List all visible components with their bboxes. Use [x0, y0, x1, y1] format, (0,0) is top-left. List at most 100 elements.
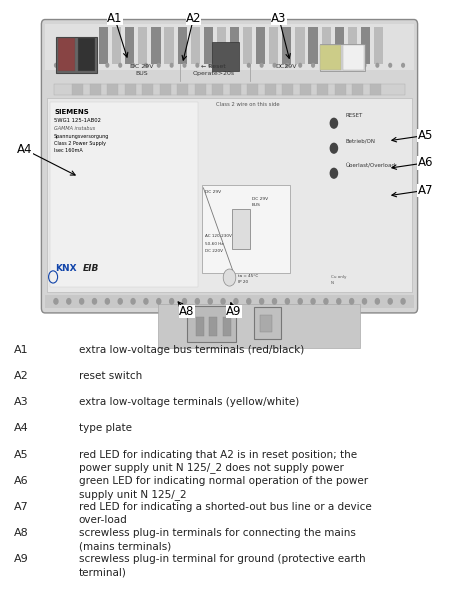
Bar [45, 24, 414, 70]
Circle shape [132, 63, 135, 67]
Text: GAMMA instabus: GAMMA instabus [54, 126, 95, 131]
Bar [58, 38, 75, 71]
Bar [125, 84, 136, 95]
Circle shape [170, 298, 174, 304]
Text: Spannungsversorgung: Spannungsversorgung [54, 134, 109, 139]
Circle shape [234, 298, 238, 304]
Bar [265, 84, 276, 95]
Bar [254, 307, 281, 339]
Bar [56, 37, 97, 73]
Bar [187, 306, 236, 342]
Circle shape [260, 298, 264, 304]
Text: red LED for indicating that A2 is in reset position; the: red LED for indicating that A2 is in res… [79, 450, 357, 459]
Bar [125, 27, 135, 64]
Circle shape [158, 63, 160, 67]
Text: 5WG1 125-1AB02: 5WG1 125-1AB02 [54, 118, 101, 123]
Circle shape [68, 63, 70, 67]
Text: A3: A3 [271, 12, 287, 25]
Circle shape [402, 63, 405, 67]
Text: screwless plug-in terminals for connecting the mains: screwless plug-in terminals for connecti… [79, 528, 356, 538]
Circle shape [131, 298, 135, 304]
Bar [209, 317, 217, 336]
Bar [348, 27, 357, 64]
Text: (mains terminals): (mains terminals) [79, 541, 171, 551]
Bar [47, 98, 412, 292]
Text: A6: A6 [14, 476, 28, 486]
Bar [247, 84, 258, 95]
Text: A2: A2 [186, 12, 201, 25]
Circle shape [363, 63, 366, 67]
Text: power supply unit N 125/_2 does not supply power: power supply unit N 125/_2 does not supp… [79, 462, 344, 473]
Bar [107, 84, 118, 95]
Circle shape [195, 298, 199, 304]
Bar [361, 27, 370, 64]
Circle shape [298, 298, 302, 304]
Circle shape [54, 298, 58, 304]
Circle shape [312, 63, 315, 67]
Bar [317, 84, 328, 95]
Text: BUS: BUS [252, 203, 261, 207]
Circle shape [209, 63, 212, 67]
Circle shape [286, 63, 289, 67]
Text: Operate>20s: Operate>20s [193, 71, 235, 76]
Bar [202, 185, 290, 273]
FancyBboxPatch shape [41, 20, 418, 313]
Text: A2: A2 [14, 371, 28, 381]
Text: DC 29V: DC 29V [130, 64, 153, 69]
Bar [50, 102, 198, 287]
Circle shape [67, 298, 71, 304]
Circle shape [311, 298, 315, 304]
Text: KNX: KNX [55, 264, 76, 273]
Bar [54, 84, 405, 95]
Circle shape [330, 143, 338, 153]
Text: DC 29V: DC 29V [205, 190, 221, 194]
Text: BUS: BUS [135, 71, 148, 76]
Circle shape [93, 63, 96, 67]
Circle shape [106, 63, 109, 67]
Circle shape [338, 63, 340, 67]
Bar [194, 84, 206, 95]
Bar [223, 317, 231, 336]
Bar [260, 315, 272, 332]
Text: 50-60 Hz: 50-60 Hz [205, 242, 223, 246]
Circle shape [118, 298, 122, 304]
Circle shape [285, 298, 289, 304]
Text: extra low-voltage terminals (yellow/white): extra low-voltage terminals (yellow/whit… [79, 397, 299, 407]
Circle shape [324, 63, 327, 67]
Bar [196, 317, 204, 336]
Bar [230, 27, 239, 64]
Text: supply unit N 125/_2: supply unit N 125/_2 [79, 489, 186, 500]
Bar [212, 42, 239, 71]
Bar [78, 38, 95, 71]
Bar [269, 27, 279, 64]
Circle shape [105, 298, 109, 304]
Text: RESET: RESET [346, 113, 363, 118]
Bar [164, 27, 174, 64]
Text: N: N [331, 281, 334, 285]
Circle shape [389, 63, 392, 67]
Text: reset switch: reset switch [79, 371, 142, 381]
Bar [282, 27, 292, 64]
Circle shape [234, 63, 237, 67]
Bar [300, 84, 311, 95]
Circle shape [375, 298, 379, 304]
Circle shape [273, 63, 276, 67]
Circle shape [144, 298, 148, 304]
Text: A7: A7 [418, 184, 433, 197]
Text: A8: A8 [14, 528, 28, 538]
Text: Isec 160mA: Isec 160mA [54, 148, 83, 152]
Circle shape [223, 269, 236, 286]
Circle shape [337, 298, 341, 304]
Circle shape [330, 168, 338, 178]
Text: screwless plug-in terminal for ground (protective earth: screwless plug-in terminal for ground (p… [79, 554, 365, 564]
Bar [243, 27, 252, 64]
Text: DC 29V: DC 29V [252, 197, 268, 201]
Text: A9: A9 [14, 554, 28, 564]
Text: type plate: type plate [79, 423, 132, 433]
Circle shape [183, 63, 186, 67]
Circle shape [273, 298, 276, 304]
Circle shape [248, 63, 250, 67]
Bar [334, 84, 346, 95]
Text: A4: A4 [17, 143, 32, 156]
Circle shape [144, 63, 147, 67]
